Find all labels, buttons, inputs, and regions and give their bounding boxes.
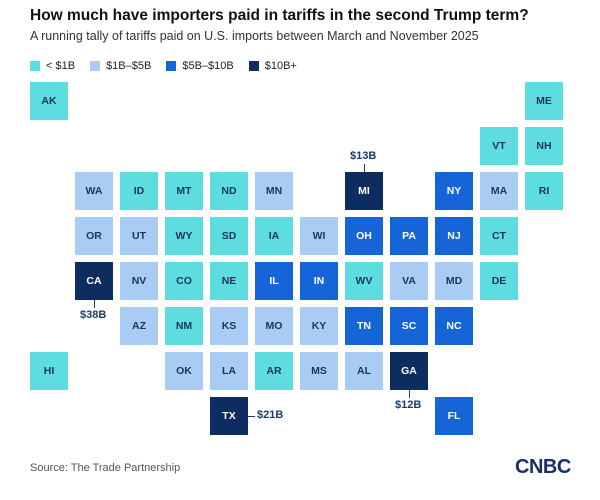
state-tile-ks: KS — [210, 307, 248, 345]
state-tile-nj: NJ — [435, 217, 473, 255]
legend-swatch-5b-10b — [166, 61, 177, 71]
state-tile-ak: AK — [30, 82, 68, 120]
state-tile-tx: TX — [210, 397, 248, 435]
state-tile-de: DE — [480, 262, 518, 300]
state-tile-il: IL — [255, 262, 293, 300]
state-tile-wy: WY — [165, 217, 203, 255]
legend-item-10b-plus: $10B+ — [248, 60, 297, 72]
chart-subtitle: A running tally of tariffs paid on U.S. … — [30, 29, 479, 43]
callout-label-ga: $12B — [395, 399, 422, 411]
callout-label-tx: $21B — [257, 409, 284, 421]
legend-item-1b-5b: $1B–$5B — [90, 60, 151, 72]
state-tile-ia: IA — [255, 217, 293, 255]
state-tile-ut: UT — [120, 217, 158, 255]
callout-leader-ga — [408, 390, 410, 398]
callout-leader-ca — [93, 300, 95, 308]
callout-leader-tx — [248, 416, 255, 417]
state-tile-ar: AR — [255, 352, 293, 390]
state-tile-fl: FL — [435, 397, 473, 435]
state-tile-me: ME — [525, 82, 563, 120]
state-tile-id: ID — [120, 172, 158, 210]
state-tile-nh: NH — [525, 127, 563, 165]
state-tile-in: IN — [300, 262, 338, 300]
callout-label-ca: $38B — [80, 309, 107, 321]
state-tile-va: VA — [390, 262, 428, 300]
legend-item-5b-10b: $5B–$10B — [166, 60, 234, 72]
state-tile-wi: WI — [300, 217, 338, 255]
state-tile-ma: MA — [480, 172, 518, 210]
legend-swatch-10b-plus — [248, 61, 259, 71]
chart-title: How much have importers paid in tariffs … — [30, 7, 529, 24]
legend: < $1B $1B–$5B $5B–$10B $10B+ — [30, 60, 312, 72]
callout-leader-mi — [363, 164, 365, 172]
state-tile-mn: MN — [255, 172, 293, 210]
state-tile-ms: MS — [300, 352, 338, 390]
source-note: Source: The Trade Partnership — [30, 462, 181, 474]
state-tile-ct: CT — [480, 217, 518, 255]
legend-label-10b-plus: $10B+ — [264, 60, 297, 72]
state-tile-wv: WV — [345, 262, 383, 300]
state-tile-ky: KY — [300, 307, 338, 345]
legend-swatch-under-1b — [30, 61, 40, 71]
state-tile-mi: MI — [345, 172, 383, 210]
state-tile-sc: SC — [390, 307, 428, 345]
state-tile-hi: HI — [30, 352, 68, 390]
state-tile-co: CO — [165, 262, 203, 300]
state-tile-ne: NE — [210, 262, 248, 300]
legend-label-under-1b: < $1B — [46, 60, 76, 72]
state-tile-ri: RI — [525, 172, 563, 210]
legend-label-5b-10b: $5B–$10B — [182, 60, 234, 72]
callout-label-mi: $13B — [350, 150, 377, 162]
state-tile-sd: SD — [210, 217, 248, 255]
legend-swatch-1b-5b — [90, 61, 101, 71]
state-tile-ny: NY — [435, 172, 473, 210]
state-tile-vt: VT — [480, 127, 518, 165]
state-tile-tn: TN — [345, 307, 383, 345]
state-tile-wa: WA — [75, 172, 113, 210]
state-tile-pa: PA — [390, 217, 428, 255]
state-tile-nc: NC — [435, 307, 473, 345]
state-tile-or: OR — [75, 217, 113, 255]
state-tile-nm: NM — [165, 307, 203, 345]
state-tile-mt: MT — [165, 172, 203, 210]
state-tile-md: MD — [435, 262, 473, 300]
legend-item-under-1b: < $1B — [30, 60, 75, 72]
state-tile-al: AL — [345, 352, 383, 390]
cnbc-logo: CNBC — [515, 456, 571, 478]
legend-label-1b-5b: $1B–$5B — [106, 60, 152, 72]
state-tile-oh: OH — [345, 217, 383, 255]
state-tile-ok: OK — [165, 352, 203, 390]
state-tile-az: AZ — [120, 307, 158, 345]
state-tile-nv: NV — [120, 262, 158, 300]
state-tile-la: LA — [210, 352, 248, 390]
state-tile-nd: ND — [210, 172, 248, 210]
state-tile-ca: CA — [75, 262, 113, 300]
state-tile-ga: GA — [390, 352, 428, 390]
state-tile-mo: MO — [255, 307, 293, 345]
